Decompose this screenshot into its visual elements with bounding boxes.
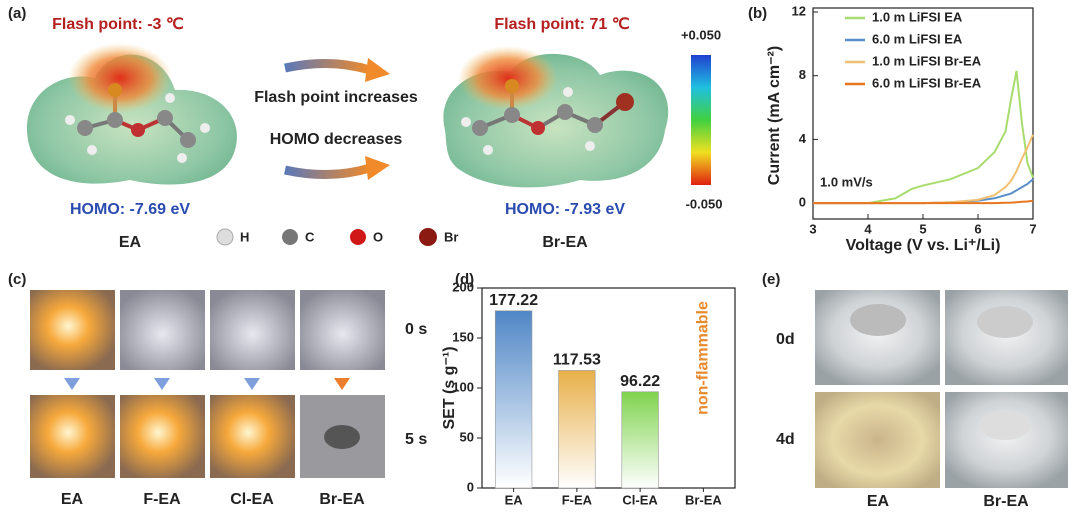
x-tick-label: 7 — [1029, 221, 1036, 236]
series-line — [813, 70, 1034, 205]
series-line — [813, 134, 1034, 205]
legend-label: 6.0 m LiFSI Br-EA — [872, 75, 982, 90]
homo: HOMO: -7.69 eV — [70, 201, 190, 218]
arrows — [284, 58, 390, 180]
y-tick-label: 200 — [452, 279, 474, 294]
x-tick-label: Cl-EA — [622, 492, 658, 507]
y-tick-label: 100 — [452, 379, 474, 394]
arrow-text: Flash point increases — [254, 89, 418, 106]
sample-label: F-EA — [143, 491, 181, 508]
y-tick-label: 12 — [792, 3, 806, 18]
panel-label: (a) — [8, 5, 26, 22]
atom-label: H — [240, 229, 249, 244]
atom-legend — [216, 228, 437, 246]
y-axis-label: Current (mA cm⁻²) — [766, 46, 783, 185]
time-label: 5 s — [405, 431, 427, 448]
time-label: 4d — [776, 431, 795, 448]
y-tick-label: 150 — [452, 329, 474, 344]
y-tick-label: 50 — [460, 429, 474, 444]
annotation: 1.0 mV/s — [820, 174, 873, 189]
sample-label: Br-EA — [319, 491, 365, 508]
sample-label: EA — [61, 491, 84, 508]
x-tick-label: F-EA — [562, 492, 593, 507]
panel-label: (d) — [455, 271, 474, 288]
colorbar — [691, 55, 711, 185]
photos-e — [815, 290, 1068, 488]
photos-c — [30, 290, 385, 478]
panel-label: (e) — [762, 271, 780, 288]
y-axis-label: SET (s g⁻¹) — [441, 346, 458, 429]
value-label: 177.22 — [489, 292, 538, 309]
sample-label: EA — [867, 493, 890, 510]
x-tick-label: 4 — [864, 221, 872, 236]
arrow-text: HOMO decreases — [270, 131, 403, 148]
time-label: 0 s — [405, 321, 427, 338]
series-line — [813, 199, 1034, 205]
atom-label: Br — [444, 229, 458, 244]
value-label: 117.53 — [553, 352, 601, 369]
panel-label: (b) — [748, 5, 767, 22]
value-label: 96.22 — [620, 373, 660, 390]
molecule-name: Br-EA — [542, 234, 588, 251]
y-tick-label: 0 — [799, 195, 806, 210]
x-tick-label: 5 — [919, 221, 926, 236]
brea-molecule — [443, 46, 669, 188]
annotation: non-flammable — [695, 301, 712, 415]
y-tick-label: 4 — [799, 131, 807, 146]
homo: HOMO: -7.93 eV — [505, 201, 625, 218]
molecule-name: EA — [119, 234, 142, 251]
flash-point: Flash point: 71 ℃ — [494, 16, 629, 33]
legend-label: 6.0 m LiFSI EA — [872, 31, 963, 46]
flash-point: Flash point: -3 ℃ — [52, 16, 184, 33]
ea-molecule — [26, 43, 237, 185]
atom-label: O — [373, 229, 383, 244]
x-tick-label: 6 — [974, 221, 981, 236]
time-label: 0d — [776, 331, 795, 348]
colorbar-label: -0.050 — [686, 196, 723, 211]
x-tick-label: 3 — [809, 221, 816, 236]
legend-label: 1.0 m LiFSI Br-EA — [872, 53, 982, 68]
bar — [494, 310, 533, 489]
panel-label: (c) — [8, 271, 26, 288]
atom-label: C — [305, 229, 315, 244]
sample-label: Cl-EA — [230, 491, 274, 508]
sample-label: Br-EA — [983, 493, 1029, 510]
y-tick-label: 0 — [467, 479, 474, 494]
bar — [558, 370, 596, 489]
legend-label: 1.0 m LiFSI EA — [872, 9, 963, 24]
bar — [621, 391, 659, 489]
x-tick-label: Br-EA — [685, 492, 722, 507]
x-tick-label: EA — [505, 492, 524, 507]
y-tick-label: 8 — [799, 67, 806, 82]
colorbar-label: +0.050 — [681, 27, 721, 42]
x-axis-label: Voltage (V vs. Li⁺/Li) — [846, 237, 1001, 254]
